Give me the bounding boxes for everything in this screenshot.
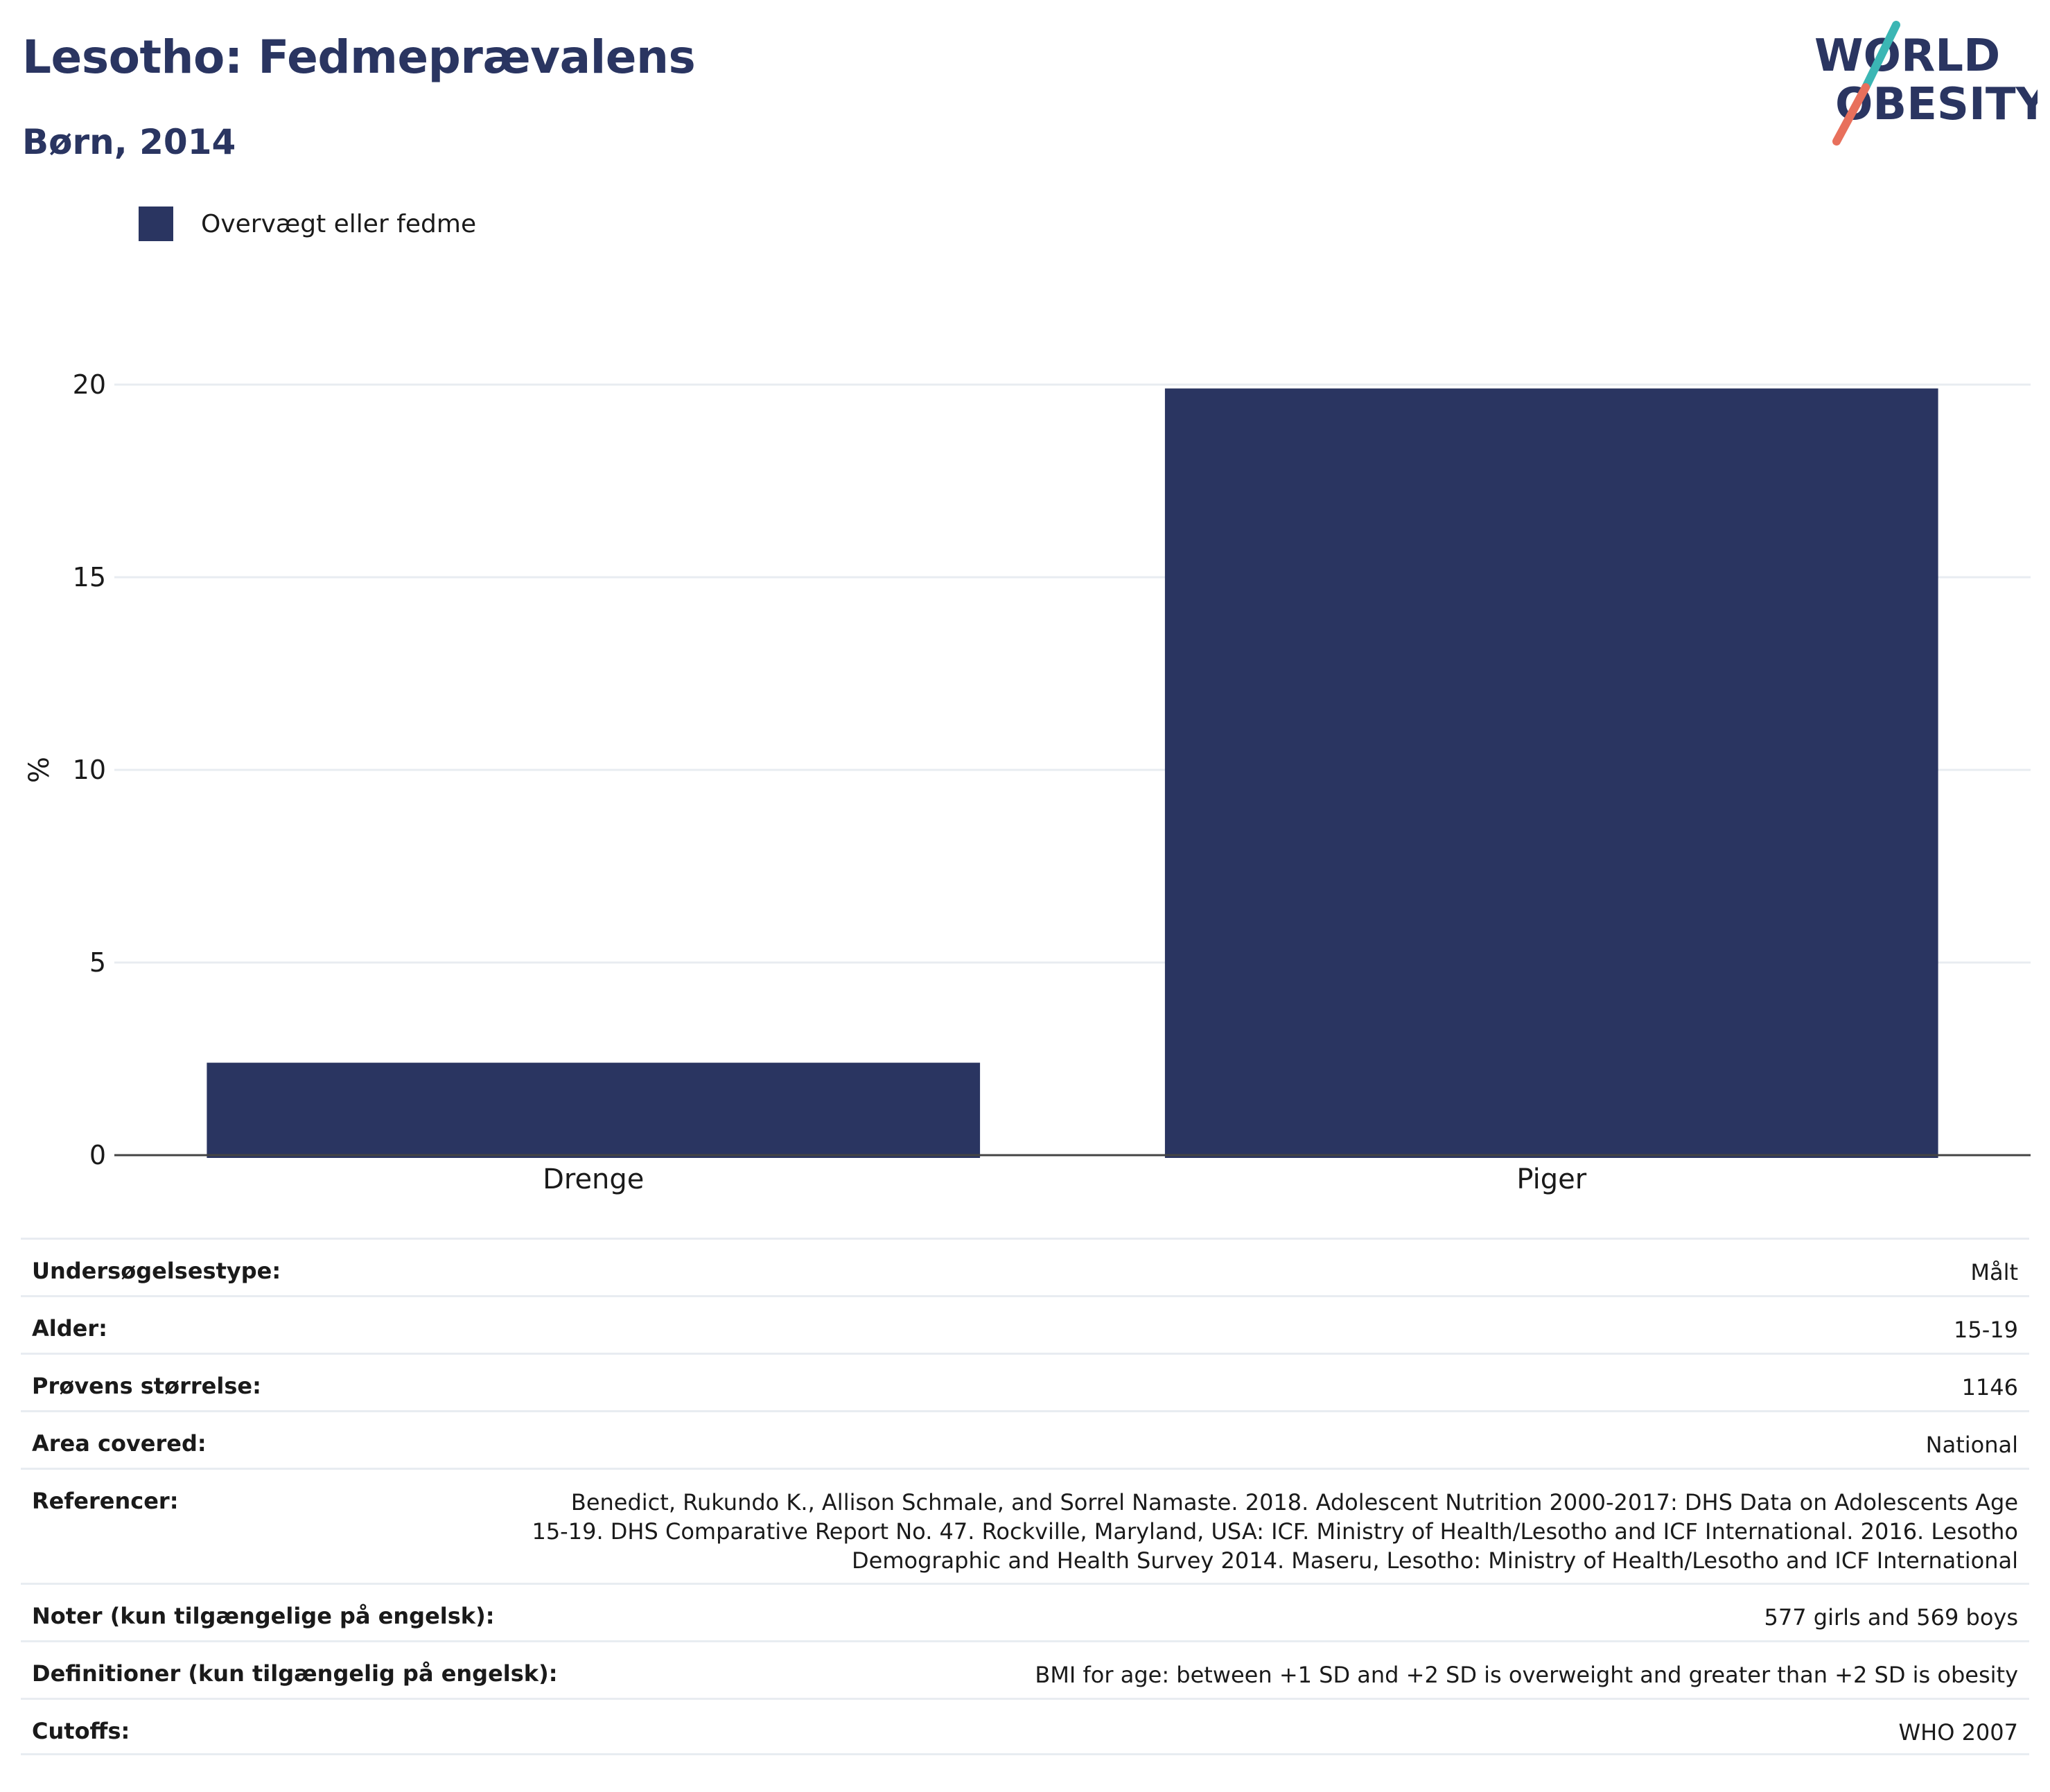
metadata-key: Prøvens størrelse:: [32, 1373, 261, 1399]
metadata-row: Area covered: National: [21, 1410, 2029, 1468]
metadata-row: Cutoffs: WHO 2007: [21, 1698, 2029, 1755]
chart-title: Lesotho: Fedmeprævalens: [22, 30, 696, 84]
bar-drenge: [207, 1062, 981, 1158]
metadata-row: Referencer: Benedict, Rukundo K., Allison…: [21, 1468, 2029, 1583]
metadata-value: 15-19: [1954, 1317, 2018, 1343]
metadata-key: Referencer:: [32, 1488, 179, 1514]
logo-coral-slash: [1832, 83, 1870, 146]
metadata-value: 577 girls and 569 boys: [1764, 1604, 2018, 1631]
y-tick-label: 15: [73, 562, 106, 592]
metadata-value: Benedict, Rukundo K., Allison Schmale, a…: [532, 1489, 2018, 1574]
metadata-value: National: [1925, 1432, 2018, 1458]
metadata-key: Definitioner (kun tilgængelig på engelsk…: [32, 1660, 558, 1687]
metadata-row: Undersøgelsestype: Målt: [21, 1238, 2029, 1295]
y-tick-label: 20: [73, 369, 106, 400]
metadata-value: 1146: [1961, 1374, 2018, 1400]
metadata-row: Alder: 15-19: [21, 1295, 2029, 1353]
legend[interactable]: Overvægt eller fedme: [139, 207, 476, 241]
chart-subtitle: Børn, 2014: [22, 122, 236, 162]
world-obesity-logo: WORLD OBESITY: [1814, 21, 2038, 146]
bar-piger: [1164, 388, 1938, 1158]
metadata-row: Noter (kun tilgængelige på engelsk): 577 …: [21, 1583, 2029, 1640]
metadata-row: Definitioner (kun tilgængelig på engelsk…: [21, 1640, 2029, 1698]
metadata-value: BMI for age: between +1 SD and +2 SD is …: [1035, 1662, 2018, 1688]
metadata-key: Undersøgelsestype:: [32, 1258, 281, 1284]
y-tick-label: 5: [89, 947, 106, 978]
metadata-key: Area covered:: [32, 1430, 207, 1457]
metadata-table: Undersøgelsestype: Målt Alder: 15-19 Prøvens…: [21, 1238, 2029, 1755]
x-tick-label: Piger: [1516, 1163, 1586, 1195]
y-axis-title: %: [24, 757, 55, 783]
y-tick-label: 10: [73, 755, 106, 785]
logo-teal-slash: [1861, 21, 1900, 91]
metadata-row: Prøvens størrelse: 1146: [21, 1353, 2029, 1410]
metadata-value: Målt: [1970, 1259, 2018, 1285]
metadata-key: Alder:: [32, 1315, 107, 1342]
y-tick-label: 0: [89, 1140, 106, 1170]
legend-label: Overvægt eller fedme: [201, 209, 477, 238]
metadata-value: WHO 2007: [1898, 1719, 2019, 1746]
metadata-key: Noter (kun tilgængelige på engelsk):: [32, 1603, 495, 1629]
legend-swatch: [139, 207, 173, 241]
logo-line1: WORLD: [1814, 30, 2000, 82]
bar-chart: 0 5 10 15 20 Drenge Piger%: [24, 369, 2031, 1195]
metadata-key: Cutoffs:: [32, 1718, 130, 1744]
x-tick-label: Drenge: [543, 1163, 644, 1195]
